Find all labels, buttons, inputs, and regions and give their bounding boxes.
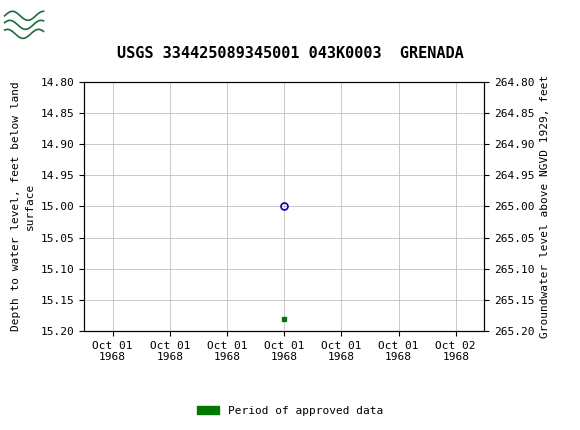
Text: USGS: USGS: [78, 14, 122, 31]
Bar: [3, 3, 72, 42]
Y-axis label: Groundwater level above NGVD 1929, feet: Groundwater level above NGVD 1929, feet: [540, 75, 550, 338]
Y-axis label: Depth to water level, feet below land
surface: Depth to water level, feet below land su…: [11, 82, 35, 331]
Legend: Period of approved data: Period of approved data: [193, 401, 387, 420]
Text: USGS 334425089345001 043K0003  GRENADA: USGS 334425089345001 043K0003 GRENADA: [117, 46, 463, 61]
